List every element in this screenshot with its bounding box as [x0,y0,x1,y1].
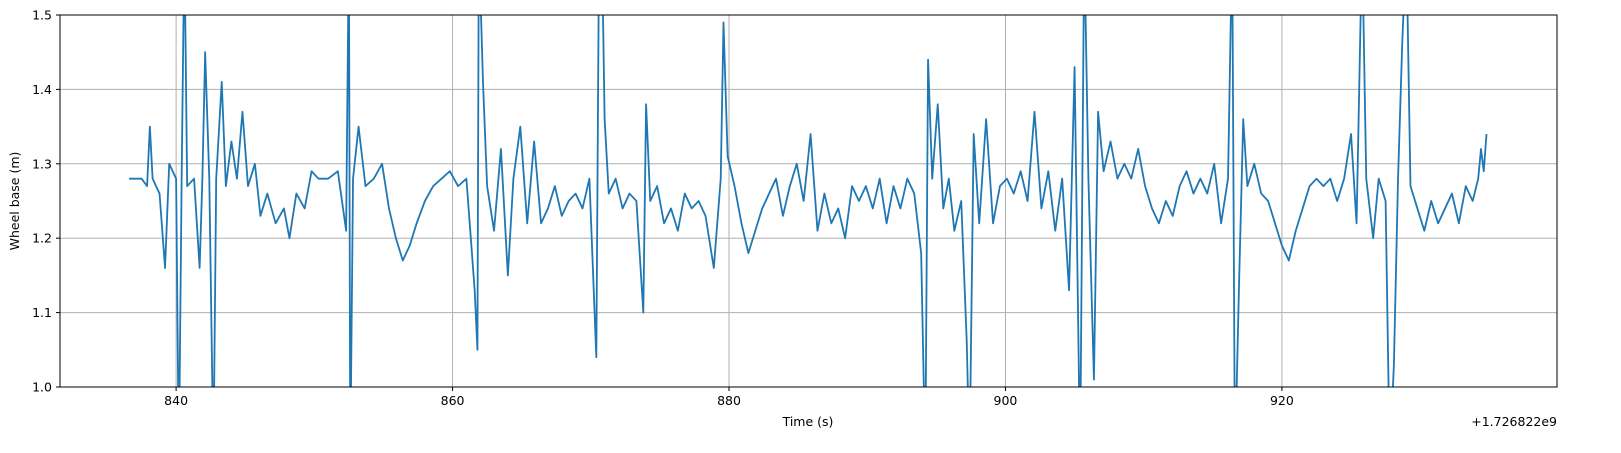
y-tick-label: 1.3 [32,156,52,171]
y-tick-label: 1.4 [32,82,52,97]
y-axis-label: Wheel base (m) [7,152,22,251]
y-tick-label: 1.0 [32,380,52,395]
y-tick-label: 1.5 [32,8,52,23]
x-tick-label: 900 [994,393,1018,408]
y-tick-label: 1.2 [32,231,52,246]
x-axis-label: Time (s) [782,414,834,429]
x-tick-label: 880 [717,393,741,408]
x-tick-label: 920 [1270,393,1294,408]
x-tick-label: 840 [164,393,188,408]
x-tick-label: 860 [441,393,465,408]
y-tick-label: 1.1 [32,305,52,320]
data-line [129,15,1488,387]
x-offset-label: +1.726822e9 [1471,414,1557,429]
plot-frame [59,14,1558,388]
